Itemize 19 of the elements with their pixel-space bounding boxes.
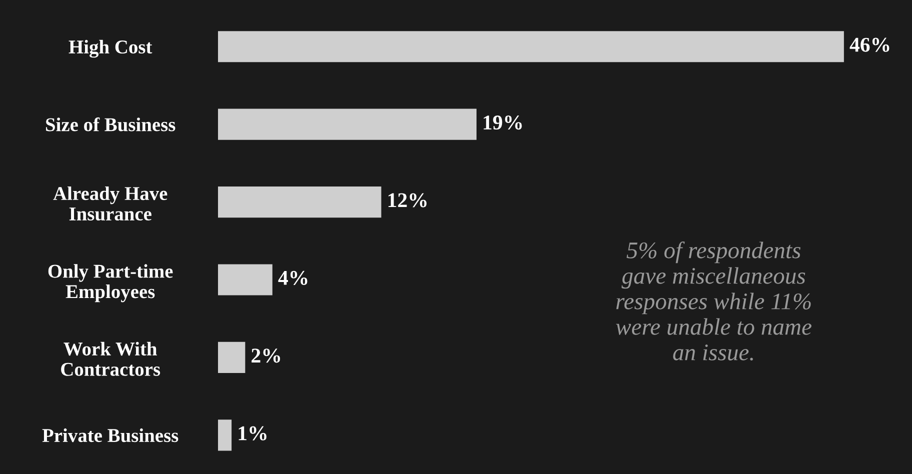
data-label: 1% [238,426,266,440]
data-label: 46% [850,38,890,52]
data-label: 4% [278,270,308,286]
annotation: 5% of respondents gave miscellaneous responses while 11% were unable to name an issue. [616,242,812,361]
y-tick-label: Private Business [42,428,178,442]
data-label: 12% [388,193,427,208]
data-label: 2% [252,348,280,363]
bar [218,186,382,218]
y-tick-label: Work With Contractors [61,342,160,376]
y-tick-label: Already Have Insurance [53,186,168,221]
bar [218,420,232,451]
bar [218,342,246,373]
bar [218,108,477,140]
bar [218,264,272,296]
y-tick-label: High Cost [68,40,152,58]
bar [218,31,844,62]
data-label: 19% [484,115,522,130]
y-tick-label: Only Part-time Employees [48,264,173,302]
y-tick-label: Size of Business [46,117,176,132]
